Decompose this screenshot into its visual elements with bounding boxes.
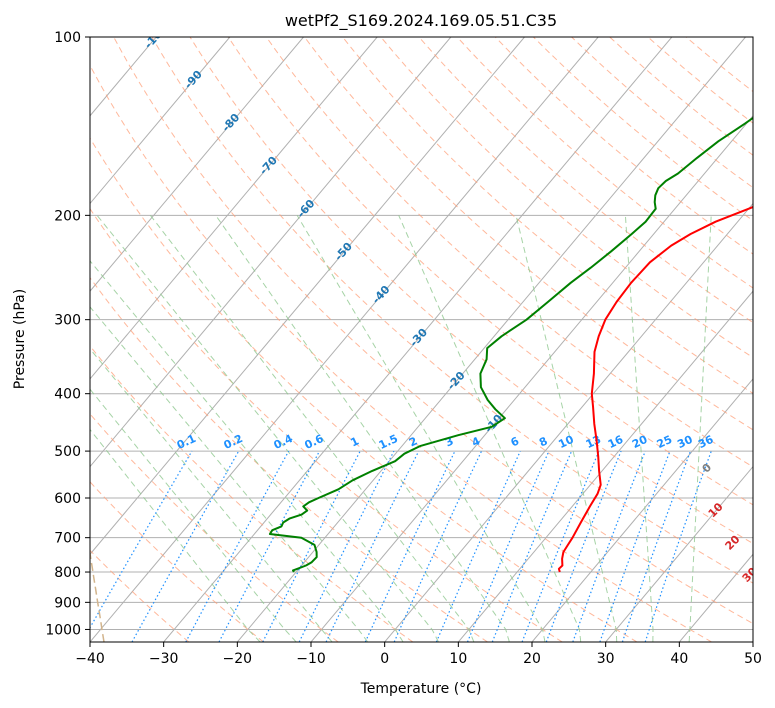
- moist-adiabat-line: [90, 348, 333, 642]
- dewpoint-profile-line: [268, 116, 753, 573]
- isotherm-line: [236, 37, 746, 642]
- moist-adiabat-line: [90, 428, 261, 642]
- background-lines: [90, 37, 753, 642]
- dry-adiabat-line: [90, 64, 712, 642]
- y-tick-label: 1000: [45, 622, 81, 638]
- dry-adiabat-line: [189, 37, 753, 545]
- dry-adiabat-line: [113, 37, 753, 625]
- isotherm-line: [531, 378, 753, 642]
- y-axis-title: Pressure (hPa): [12, 289, 28, 389]
- y-tick-label: 700: [54, 531, 81, 547]
- mixing-ratio-label: 20: [630, 433, 650, 451]
- isotherm-line: [384, 202, 753, 642]
- axes: −40 −30 −20 −10 0 10 20 30 40 50 100 200 300 400 500 60…: [45, 30, 762, 667]
- dry-adiabat-line: [90, 481, 264, 642]
- mixing-ratio-line: [466, 450, 550, 642]
- x-tick-label: 50: [744, 651, 762, 667]
- moist-adiabat-line: [90, 260, 404, 642]
- y-tick-label: 400: [54, 387, 81, 403]
- x-tick-label: 0: [380, 651, 389, 667]
- dry-adiabat-line: [227, 37, 753, 506]
- mixing-ratio-line: [325, 450, 420, 642]
- moist-adiabat-line: [515, 215, 618, 642]
- mixing-ratio-line: [491, 450, 573, 642]
- profile-lines: [268, 116, 753, 573]
- y-tick-label: 800: [54, 565, 81, 581]
- mixing-ratio-line: [599, 450, 671, 642]
- mixing-ratio-line: [364, 450, 456, 642]
- dry-adiabat-line: [494, 37, 753, 255]
- mixing-ratio-label: 30: [675, 433, 695, 451]
- y-tick-label: 600: [54, 491, 81, 507]
- dry-adiabat-line: [342, 37, 753, 394]
- moist-adiabat-line: [215, 215, 510, 642]
- moist-adiabat-line: [688, 215, 712, 642]
- isotherm-line: [90, 37, 304, 292]
- y-tick-label: 200: [54, 208, 81, 224]
- mixing-ratio-line: [644, 450, 712, 642]
- mixing-ratio-label: 16: [606, 433, 626, 451]
- moist-adiabat-line: [150, 214, 475, 642]
- isotherm-line: [605, 465, 753, 642]
- x-axis-title: Temperature (°C): [360, 681, 482, 697]
- mixing-ratio-line: [131, 450, 240, 642]
- y-tick-label: 300: [54, 313, 81, 329]
- mixing-ratio-label: 36: [696, 433, 716, 451]
- mixing-ratio-label: 13: [584, 433, 603, 451]
- mixing-ratio-line: [621, 450, 692, 642]
- dry-adiabat-line: [265, 37, 753, 468]
- isotherm-line: [90, 37, 231, 205]
- moist-adiabat-line: [90, 388, 297, 642]
- x-tick-label: 10: [449, 651, 467, 667]
- mixing-ratio-label: 25: [655, 433, 674, 451]
- moist-adiabat-line: [296, 215, 546, 642]
- dry-adiabat-line: [90, 345, 414, 642]
- mixing-ratio-label: 10: [556, 433, 576, 451]
- x-tick-label: −10: [296, 651, 326, 667]
- y-tick-label: 900: [54, 595, 81, 611]
- x-tick-label: 30: [597, 651, 615, 667]
- isotherm-line: [90, 37, 452, 468]
- x-tick-label: 20: [523, 651, 541, 667]
- moist-adiabat-line: [398, 215, 582, 642]
- dry-adiabat-line: [151, 37, 753, 584]
- x-tick-label: 40: [670, 651, 688, 667]
- x-tick-label: −20: [223, 651, 253, 667]
- mixing-ratio-line: [393, 450, 483, 642]
- x-tick-label: −30: [149, 651, 179, 667]
- dry-adiabat-line: [571, 37, 753, 189]
- dry-adiabat-line: [380, 37, 753, 359]
- mixing-ratio-line: [298, 450, 395, 642]
- plot-frame: [89, 36, 754, 643]
- mixing-ratio-line: [185, 450, 290, 642]
- isotherm-line: [90, 37, 599, 642]
- mixing-ratio-line: [90, 450, 193, 629]
- y-tick-label: 100: [54, 30, 81, 46]
- chart-title: wetPf2_S169.2024.169.05.51.C35: [285, 11, 557, 31]
- temperature-profile-line: [557, 205, 753, 573]
- y-tick-label: 500: [54, 444, 81, 460]
- moist-adiabat-line: [90, 306, 369, 642]
- x-tick-label: −40: [75, 651, 105, 667]
- dry-adiabat-line: [304, 37, 753, 431]
- dry-adiabat-line: [90, 137, 638, 642]
- moist-adiabat-line: [96, 214, 439, 642]
- dry-adiabat-line: [533, 37, 753, 222]
- isotherm-line: [457, 290, 753, 642]
- isotherm-line: [90, 37, 378, 380]
- moist-adiabat-line: [624, 215, 654, 642]
- isotherm-line: [90, 37, 525, 556]
